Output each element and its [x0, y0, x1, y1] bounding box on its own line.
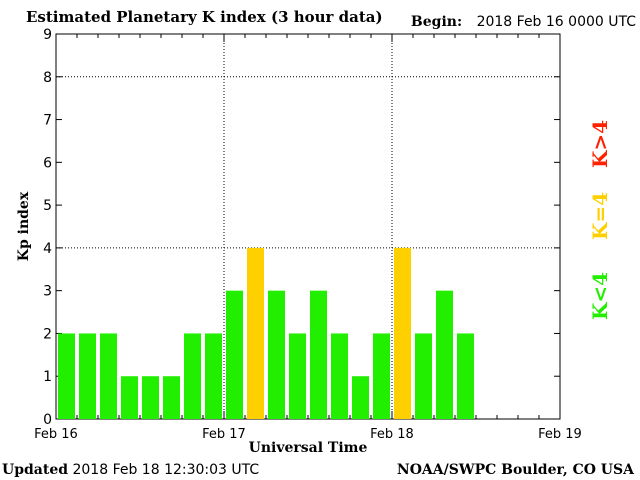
kp-bar: [184, 333, 201, 419]
x-axis-label: Universal Time: [249, 440, 368, 456]
source-label: NOAA/SWPC Boulder, CO USA: [396, 462, 634, 478]
kp-bar: [373, 333, 390, 419]
x-tick-label: Feb 18: [370, 427, 414, 442]
y-tick-label: 8: [43, 70, 52, 86]
kp-bar: [394, 247, 411, 419]
legend-item: K=4: [588, 191, 612, 240]
x-tick-label: Feb 17: [202, 427, 246, 442]
kp-bar: [268, 290, 285, 419]
updated-value: 2018 Feb 18 12:30:03 UTC: [72, 462, 260, 478]
kp-bar: [310, 290, 327, 419]
updated-label: Updated: [2, 462, 69, 478]
y-tick-label: 5: [43, 198, 52, 214]
kp-bar: [415, 333, 432, 419]
kp-bar: [352, 376, 369, 419]
kp-bar: [205, 333, 222, 419]
kp-bar: [331, 333, 348, 419]
legend-item: K>4: [588, 119, 612, 168]
kp-bar: [121, 376, 138, 419]
begin-value: 2018 Feb 16 0000 UTC: [476, 14, 636, 30]
kp-bar: [100, 333, 117, 419]
y-tick-label: 3: [43, 284, 52, 300]
y-tick-label: 9: [43, 27, 52, 43]
kp-bar: [289, 333, 306, 419]
kp-bar: [457, 333, 474, 419]
kp-bar: [226, 290, 243, 419]
y-tick-label: 1: [43, 369, 52, 385]
y-tick-label: 2: [43, 326, 52, 342]
chart-title: Estimated Planetary K index (3 hour data…: [26, 8, 383, 26]
kp-bar: [58, 333, 75, 419]
y-tick-label: 4: [43, 241, 52, 257]
x-tick-label: Feb 19: [538, 427, 582, 442]
plot-frame: [55, 33, 561, 420]
y-tick-label: 0: [43, 412, 52, 428]
kp-bar: [79, 333, 96, 419]
begin-label: Begin:: [410, 14, 463, 30]
kp-bar: [163, 376, 180, 419]
legend-item: K<4: [588, 271, 612, 320]
legend: K>4 K=4 K<4: [588, 120, 616, 320]
x-tick-label: Feb 16: [34, 427, 78, 442]
begin-info: Begin: 2018 Feb 16 0000 UTC: [411, 14, 636, 30]
kp-bar: [247, 247, 264, 419]
kp-bar: [436, 290, 453, 419]
y-tick-label: 7: [43, 113, 52, 129]
kp-bar: [142, 376, 159, 419]
y-axis-label: Kp index: [16, 191, 32, 261]
y-tick-label: 6: [43, 155, 52, 171]
updated-info: Updated 2018 Feb 18 12:30:03 UTC: [2, 462, 259, 478]
